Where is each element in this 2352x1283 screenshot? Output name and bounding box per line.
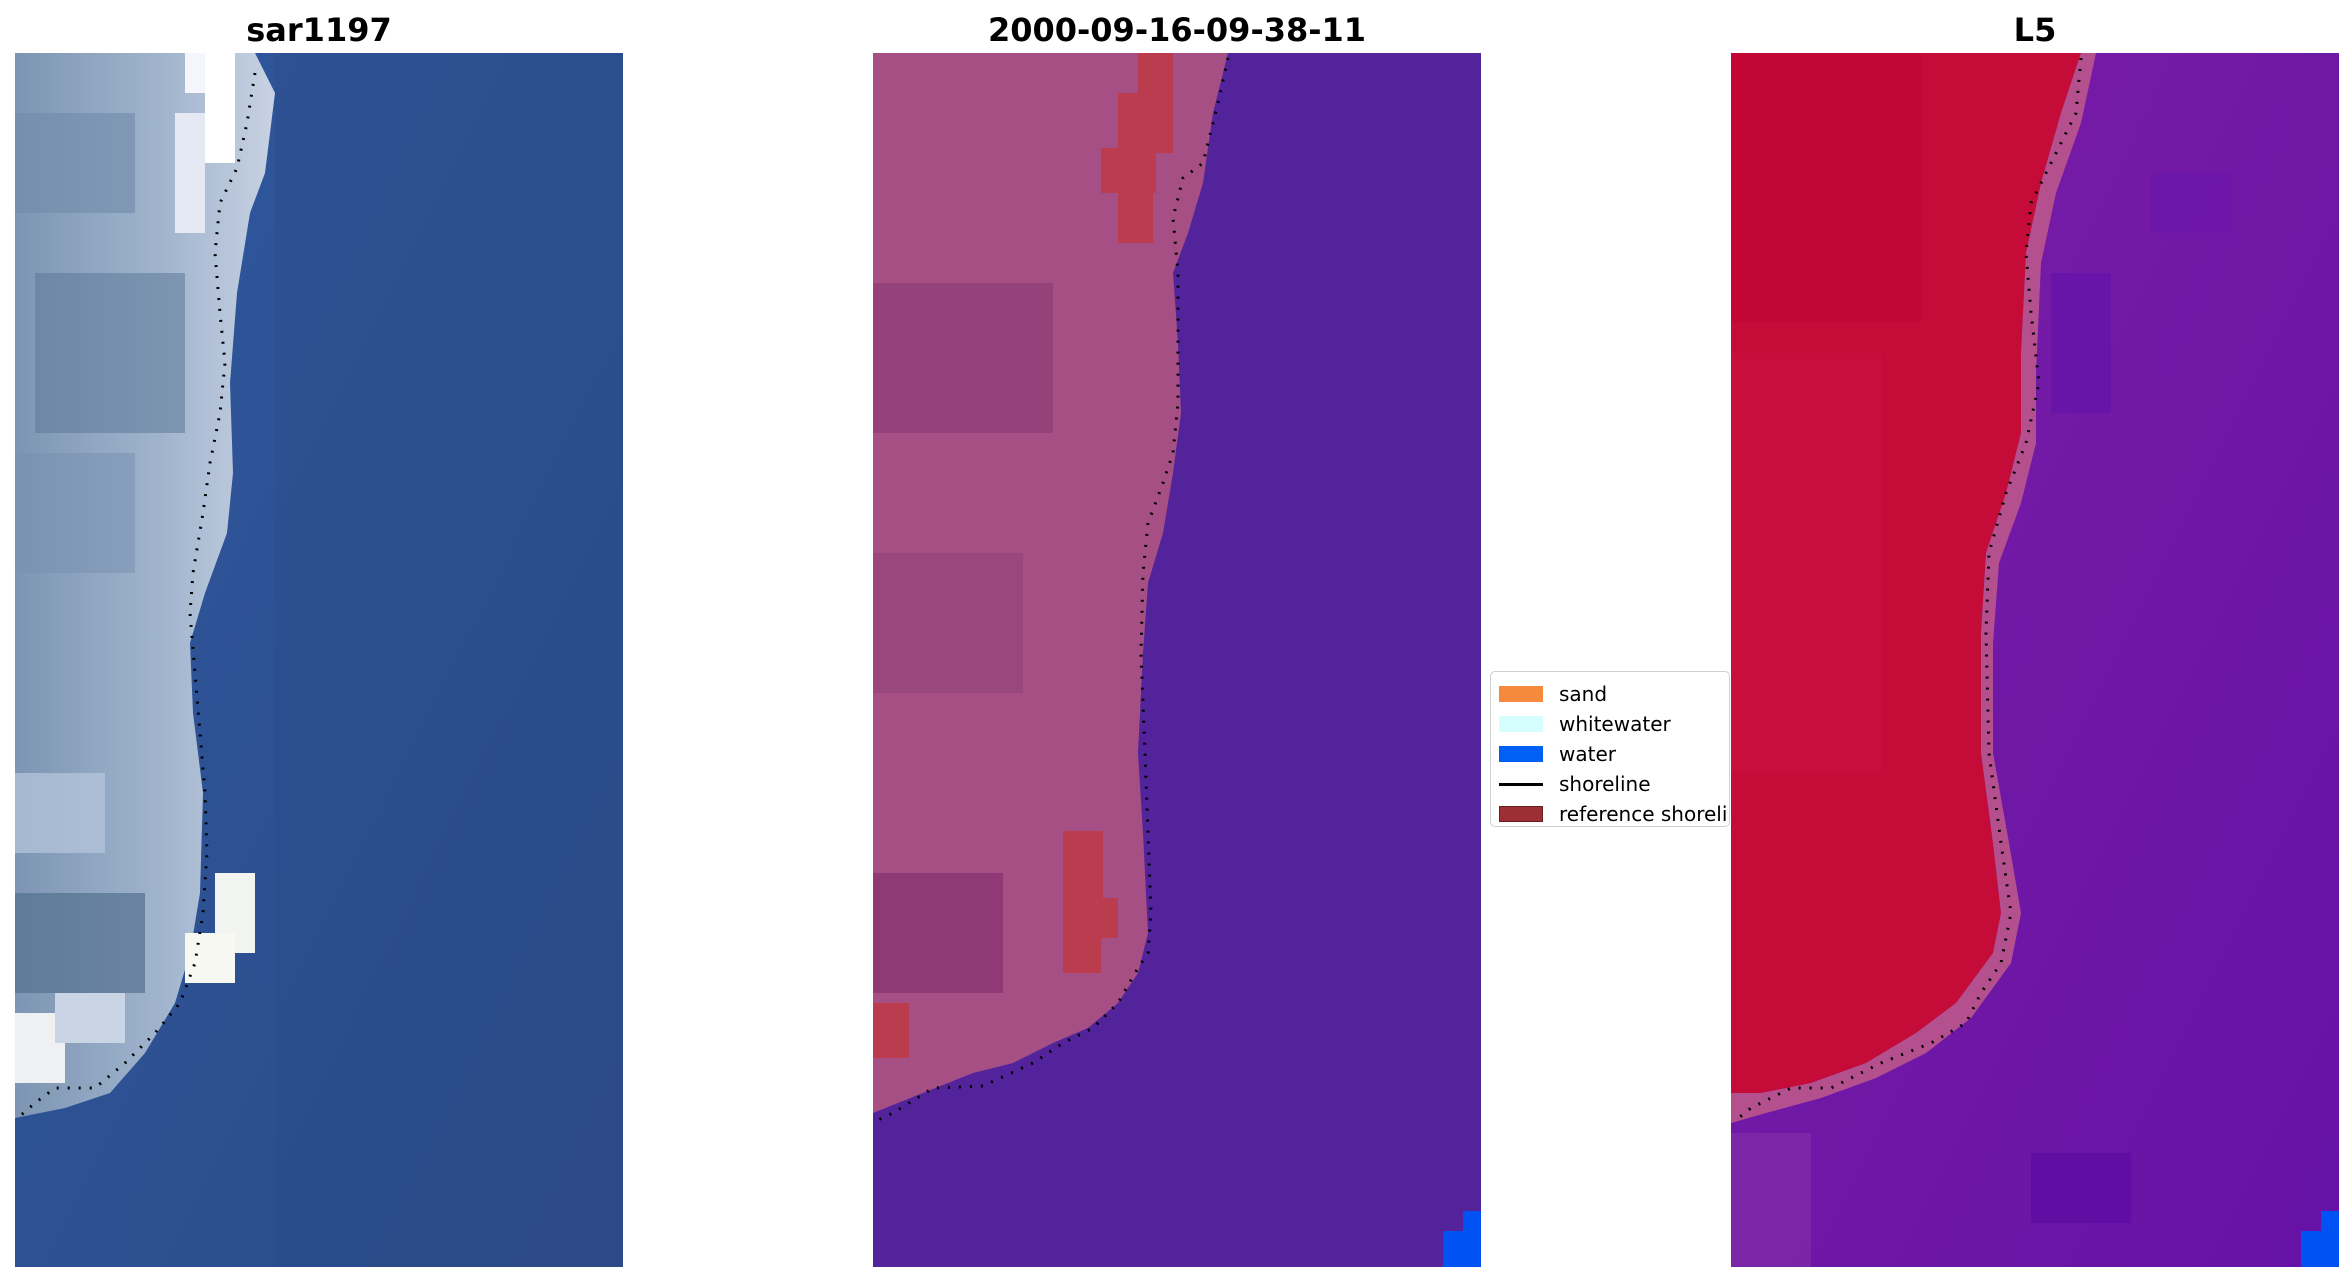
legend-label-whitewater: whitewater	[1559, 712, 1671, 736]
water-swatch	[1499, 746, 1543, 762]
sand-swatch	[1499, 686, 1543, 702]
legend-item-reference-shoreline: reference shoreline	[1499, 800, 1729, 826]
legend-item-whitewater: whitewater	[1499, 710, 1671, 738]
index-image	[1731, 53, 2339, 1267]
reference-shoreline-swatch	[1499, 806, 1543, 822]
legend-label-shoreline: shoreline	[1559, 772, 1651, 796]
classified-image	[873, 53, 1481, 1267]
legend-item-sand: sand	[1499, 680, 1607, 708]
rgb-image	[15, 53, 623, 1267]
whitewater-swatch	[1499, 716, 1543, 732]
rgb-image-panel	[15, 53, 623, 1267]
panel-title-classified: 2000-09-16-09-38-11	[987, 11, 1367, 49]
index-image-panel	[1731, 53, 2339, 1267]
panel-title-rgb: sar1197	[246, 11, 392, 49]
legend-label-reference-shoreline: reference shoreline	[1559, 802, 1729, 826]
legend-label-sand: sand	[1559, 682, 1608, 706]
legend-item-water: water	[1499, 740, 1616, 768]
shoreline-line-swatch	[1499, 782, 1543, 786]
legend: sand whitewater water shoreline referenc…	[1490, 671, 1730, 827]
legend-item-shoreline: shoreline	[1499, 770, 1651, 798]
panel-title-index: L5	[2013, 11, 2057, 49]
classified-image-panel	[873, 53, 1481, 1267]
legend-label-water: water	[1559, 742, 1616, 766]
shoreline-rgb	[19, 72, 257, 1118]
